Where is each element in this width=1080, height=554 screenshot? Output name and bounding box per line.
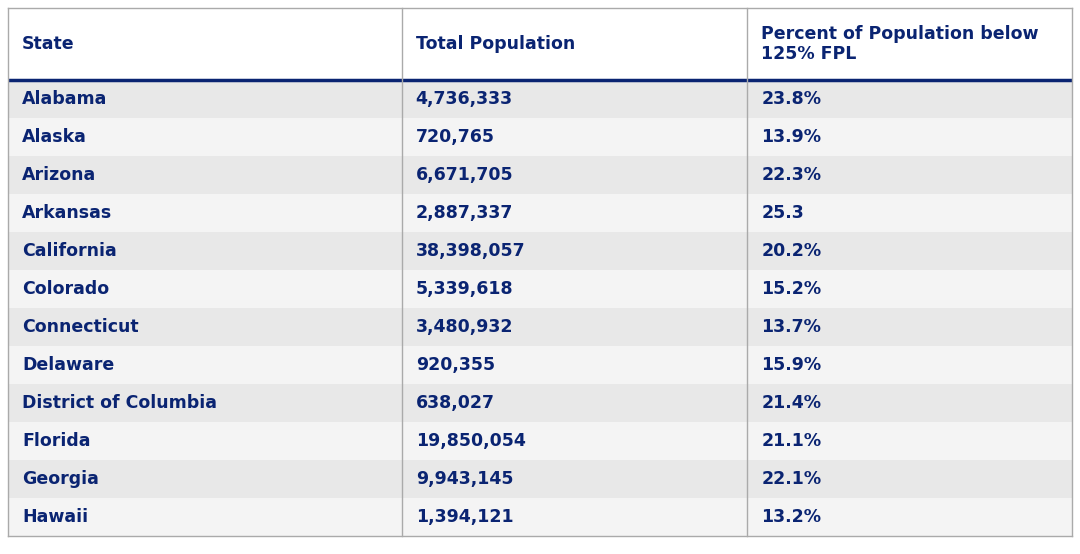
Text: 15.9%: 15.9% (761, 356, 822, 374)
Text: State: State (22, 35, 75, 53)
Text: 6,671,705: 6,671,705 (416, 166, 513, 184)
Bar (8, 346, 1072, 384)
Text: 20.2%: 20.2% (761, 242, 822, 260)
Text: California: California (22, 242, 117, 260)
Text: 13.7%: 13.7% (761, 318, 822, 336)
Text: 4,736,333: 4,736,333 (416, 90, 513, 108)
Text: 5,339,618: 5,339,618 (416, 280, 513, 298)
Text: 21.4%: 21.4% (761, 394, 822, 412)
Bar (8, 156, 1072, 194)
Bar (8, 8, 1072, 80)
Text: Hawaii: Hawaii (22, 508, 89, 526)
Text: Delaware: Delaware (22, 356, 114, 374)
Text: District of Columbia: District of Columbia (22, 394, 217, 412)
Text: 3,480,932: 3,480,932 (416, 318, 513, 336)
Text: 38,398,057: 38,398,057 (416, 242, 525, 260)
Text: 15.2%: 15.2% (761, 280, 822, 298)
Text: 25.3: 25.3 (761, 204, 805, 222)
Text: 1,394,121: 1,394,121 (416, 508, 513, 526)
Text: Connecticut: Connecticut (22, 318, 138, 336)
Text: 720,765: 720,765 (416, 128, 495, 146)
Bar (8, 308, 1072, 346)
Text: 19,850,054: 19,850,054 (416, 432, 526, 450)
Bar (8, 80, 1072, 118)
Text: 2,887,337: 2,887,337 (416, 204, 513, 222)
Text: 13.9%: 13.9% (761, 128, 822, 146)
Text: Arizona: Arizona (22, 166, 96, 184)
Text: 9,943,145: 9,943,145 (416, 470, 513, 488)
Bar (8, 118, 1072, 156)
Bar (8, 270, 1072, 308)
Text: Total Population: Total Population (416, 35, 575, 53)
Text: 21.1%: 21.1% (761, 432, 822, 450)
Text: Colorado: Colorado (22, 280, 109, 298)
Text: Georgia: Georgia (22, 470, 99, 488)
Bar (8, 498, 1072, 536)
Text: 638,027: 638,027 (416, 394, 495, 412)
Text: Alaska: Alaska (22, 128, 86, 146)
Text: Alabama: Alabama (22, 90, 107, 108)
Text: Florida: Florida (22, 432, 91, 450)
Text: 23.8%: 23.8% (761, 90, 822, 108)
Bar (8, 232, 1072, 270)
Bar (8, 384, 1072, 422)
Text: 13.2%: 13.2% (761, 508, 822, 526)
Bar (8, 194, 1072, 232)
Text: 920,355: 920,355 (416, 356, 495, 374)
Text: 22.3%: 22.3% (761, 166, 822, 184)
Text: Percent of Population below
125% FPL: Percent of Population below 125% FPL (761, 24, 1039, 63)
Bar (8, 460, 1072, 498)
Text: Arkansas: Arkansas (22, 204, 112, 222)
Bar (8, 422, 1072, 460)
Text: 22.1%: 22.1% (761, 470, 822, 488)
